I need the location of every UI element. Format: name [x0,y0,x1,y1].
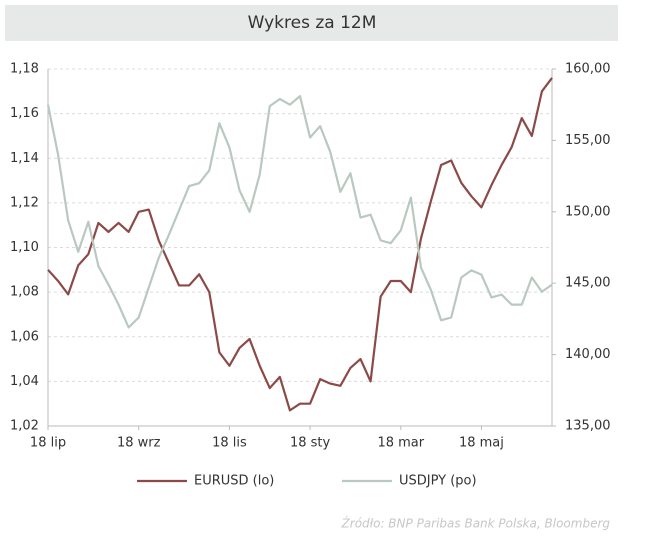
y-tick-label: 1,18 [10,62,39,77]
y-tick-label: 1,06 [10,329,39,344]
y2-tick-label: 150,00 [565,204,611,219]
series-line [47,77,553,412]
y-tick-label: 1,02 [10,419,39,434]
legend-label: USDJPY (po) [399,474,477,489]
x-tick-label: 18 lis [212,436,247,451]
y2-tick-label: 160,00 [565,62,611,77]
y2-tick-label: 140,00 [565,347,611,362]
y-tick-label: 1,08 [10,285,39,300]
legend-label: EURUSD (lo) [194,474,274,489]
title-band [5,5,618,41]
x-tick-label: 18 lip [30,436,66,451]
source: Źródło: BNP Paribas Bank Polska, Bloombe… [341,516,611,531]
y-tick-label: 1,12 [10,195,39,210]
x-tick-label: 18 mar [377,436,424,451]
y-tick-label: 1,14 [10,151,39,166]
series-line [46,95,553,329]
y-tick-label: 1,10 [10,240,39,255]
y2-tick-label: 135,00 [565,419,611,434]
x-tick-label: 18 wrz [117,436,161,451]
x-tick-label: 18 maj [459,436,504,451]
chart-title: Wykres za 12M [248,13,377,33]
x-tick-label: 18 sty [290,436,331,451]
y2-tick-label: 155,00 [565,133,611,148]
y-tick-label: 1,16 [10,106,39,121]
y-tick-label: 1,04 [10,374,39,389]
y2-tick-label: 145,00 [565,276,611,291]
